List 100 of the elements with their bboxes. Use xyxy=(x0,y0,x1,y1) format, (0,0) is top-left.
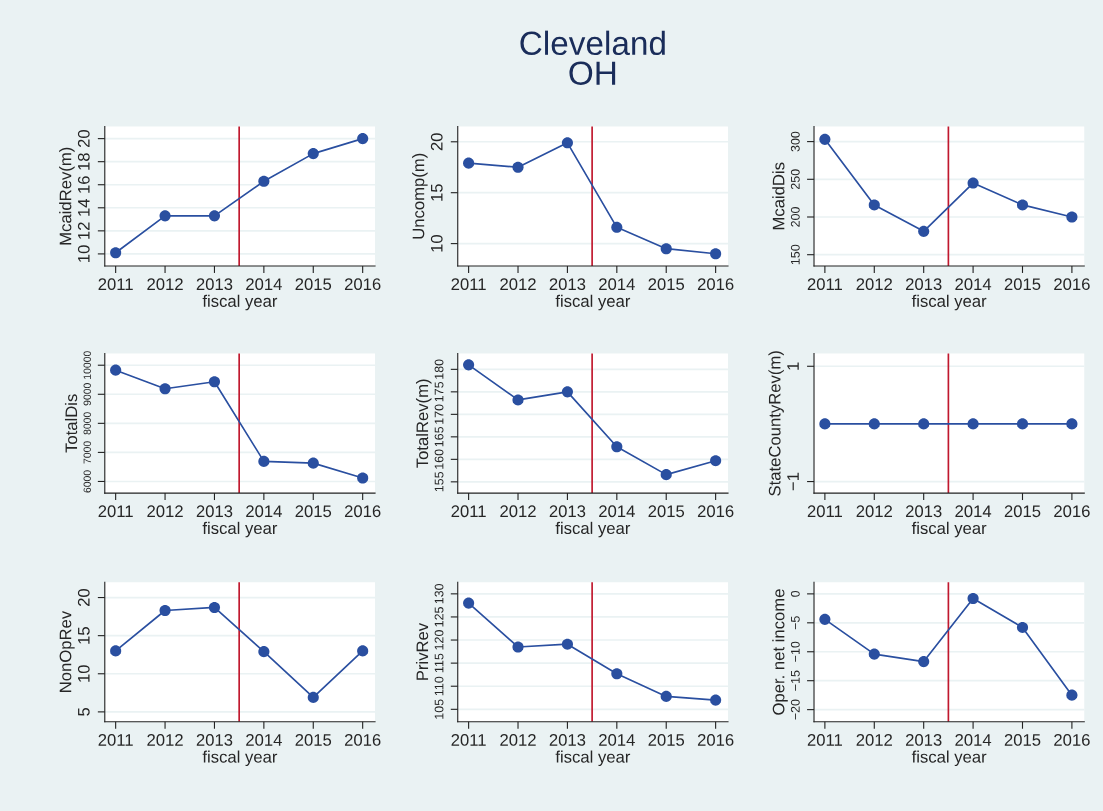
y-tick-label: 120 xyxy=(434,630,444,650)
x-tick-label: 2012 xyxy=(147,505,183,518)
x-axis-title: fiscal year xyxy=(555,750,631,767)
point xyxy=(868,199,880,211)
y-tick-label: −5 xyxy=(791,616,800,630)
y-tick-label: 10 xyxy=(77,665,90,682)
y-tick-label: 180 xyxy=(434,359,444,379)
y-tick-label: 5 xyxy=(78,707,90,716)
y-tick-label: 250 xyxy=(790,169,800,190)
x-axis-title: fiscal year xyxy=(555,294,631,311)
y-tick-label: 20 xyxy=(430,133,443,151)
x-tick-label: 2012 xyxy=(500,734,536,746)
y-tick-label: 125 xyxy=(434,607,444,627)
point xyxy=(1066,211,1078,223)
y-tick-label: 115 xyxy=(434,653,444,673)
point xyxy=(561,638,573,650)
point xyxy=(561,386,573,398)
y-tick-label: 130 xyxy=(434,583,444,604)
y-axis-title: PrivRev xyxy=(415,622,429,680)
point xyxy=(512,161,524,173)
point xyxy=(159,210,171,222)
x-tick-label: 2011 xyxy=(98,278,133,291)
y-axis-title: StateCountyRev(m) xyxy=(768,351,784,496)
x-tick-label: 2013 xyxy=(196,278,233,291)
y-tick-label: −15 xyxy=(791,670,800,691)
point xyxy=(110,645,122,657)
y-axis-title: TotalRev(m) xyxy=(415,379,432,468)
x-tick-label: 2014 xyxy=(599,505,635,518)
point xyxy=(258,175,270,187)
point xyxy=(307,457,319,469)
point xyxy=(967,592,979,605)
y-axis-title: McaidDis xyxy=(772,162,785,230)
x-tick-label: 2016 xyxy=(1054,505,1090,518)
y-tick-label: 155 xyxy=(434,471,444,492)
x-tick-label: 2014 xyxy=(599,734,635,746)
point xyxy=(710,455,722,467)
point xyxy=(611,668,623,680)
x-tick-label: 2011 xyxy=(807,505,842,518)
y-tick-label: 175 xyxy=(434,381,444,402)
x-tick-label: 2016 xyxy=(344,505,381,518)
x-tick-label: 2014 xyxy=(955,505,992,518)
y-axis-title: McaidRev(m) xyxy=(59,147,75,245)
y-tick-label: −10 xyxy=(790,641,800,662)
point xyxy=(1066,689,1078,701)
point xyxy=(561,137,573,149)
x-tick-label: 2016 xyxy=(697,734,734,746)
x-tick-label: 2011 xyxy=(98,734,133,746)
x-tick-label: 2014 xyxy=(599,278,635,291)
x-tick-label: 2015 xyxy=(295,505,332,518)
point xyxy=(357,133,369,145)
x-axis-title: fiscal year xyxy=(911,294,987,311)
point xyxy=(1016,199,1029,211)
y-tick-label: 0 xyxy=(790,590,800,597)
point xyxy=(463,597,475,609)
x-tick-label: 2016 xyxy=(344,734,381,746)
y-tick-label: −20 xyxy=(790,699,800,720)
point xyxy=(463,157,475,169)
x-tick-label: 2015 xyxy=(648,505,685,518)
x-tick-label: 2014 xyxy=(246,278,282,291)
y-tick-label: 7000 xyxy=(83,441,91,464)
x-tick-label: 2013 xyxy=(549,505,586,518)
y-tick-label: −1 xyxy=(787,472,799,491)
y-axis-title: Uncomp(m) xyxy=(412,153,428,239)
x-axis-title: fiscal year xyxy=(202,521,278,538)
x-tick-label: 2016 xyxy=(697,278,734,291)
y-tick-label: 15 xyxy=(78,627,90,644)
x-tick-label: 2015 xyxy=(648,278,685,291)
y-tick-label: 300 xyxy=(790,131,800,152)
x-tick-label: 2013 xyxy=(905,505,942,518)
y-tick-label: 16 xyxy=(77,176,90,193)
x-tick-label: 2012 xyxy=(500,278,536,291)
x-axis-title: fiscal year xyxy=(202,750,278,767)
y-tick-label: 20 xyxy=(77,130,90,148)
y-axis-title: Oper. net income xyxy=(772,589,788,715)
point xyxy=(258,646,270,658)
point xyxy=(208,376,221,388)
y-tick-label: 10 xyxy=(430,234,443,252)
x-tick-label: 2012 xyxy=(856,278,892,291)
x-tick-label: 2013 xyxy=(196,734,233,746)
x-tick-label: 2013 xyxy=(196,505,233,518)
x-tick-label: 2013 xyxy=(549,734,586,746)
chart-title: Cleveland OH xyxy=(520,30,665,85)
x-tick-label: 2012 xyxy=(856,734,892,746)
point xyxy=(208,601,221,614)
x-tick-label: 2013 xyxy=(905,734,942,746)
x-tick-label: 2014 xyxy=(955,278,992,291)
y-tick-label: 110 xyxy=(434,676,444,696)
point xyxy=(967,177,979,189)
x-tick-label: 2015 xyxy=(295,278,332,291)
y-tick-label: 165 xyxy=(434,426,444,447)
point xyxy=(710,248,722,260)
point xyxy=(819,613,831,625)
point xyxy=(159,383,171,395)
y-tick-label: 10 xyxy=(77,245,90,262)
y-tick-label: 170 xyxy=(434,404,444,424)
x-tick-label: 2014 xyxy=(955,734,992,746)
y-tick-label: 18 xyxy=(77,153,90,170)
point xyxy=(918,656,930,668)
y-tick-label: 8000 xyxy=(83,412,91,435)
x-tick-label: 2016 xyxy=(1054,734,1090,746)
